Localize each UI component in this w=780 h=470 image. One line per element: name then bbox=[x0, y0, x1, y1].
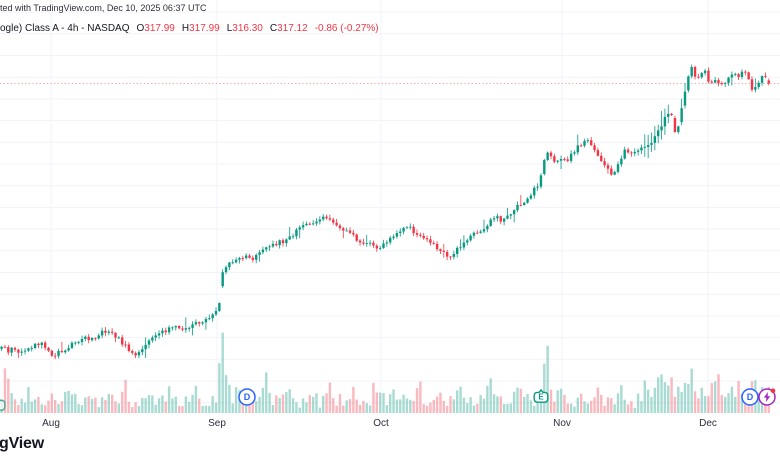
ohlc-close: C 317.12 bbox=[269, 23, 308, 34]
x-axis-label-aug: Aug bbox=[42, 418, 60, 429]
symbol-title[interactable]: ogle) Class A - 4h - NASDAQ bbox=[0, 23, 130, 34]
volume-layer bbox=[0, 332, 770, 413]
svg-text:D: D bbox=[244, 392, 251, 402]
cutoff-event-badge bbox=[0, 394, 9, 416]
attribution-text: ted with TradingView.com, Dec 10, 2025 0… bbox=[0, 3, 207, 13]
ohlc-open: O 317.99 bbox=[136, 23, 175, 34]
x-axis-label-sep: Sep bbox=[208, 418, 226, 429]
ohlc-low: L 316.30 bbox=[226, 23, 263, 34]
candle-wicks-layer bbox=[1, 64, 770, 360]
dividend-badge[interactable]: D bbox=[236, 386, 258, 408]
x-axis-label-oct: Oct bbox=[373, 418, 389, 429]
x-axis-label-nov: Nov bbox=[553, 418, 571, 429]
x-axis-label-dec: Dec bbox=[699, 418, 717, 429]
svg-text:D: D bbox=[747, 392, 754, 402]
symbol-header: ogle) Class A - 4h - NASDAQ O 317.99 H 317… bbox=[0, 23, 379, 34]
candle-bodies-layer bbox=[0, 67, 770, 357]
svg-text:E: E bbox=[538, 393, 544, 402]
grid-layer bbox=[0, 0, 780, 413]
earnings-badge[interactable]: E bbox=[530, 386, 552, 408]
tradingview-logo: gView bbox=[0, 435, 44, 452]
ohlc-high: H 317.99 bbox=[181, 23, 220, 34]
news-flash-badge[interactable] bbox=[756, 386, 778, 408]
price-change: -0.86 (-0.27%) bbox=[314, 23, 379, 34]
dividend-badge[interactable]: D bbox=[739, 386, 761, 408]
